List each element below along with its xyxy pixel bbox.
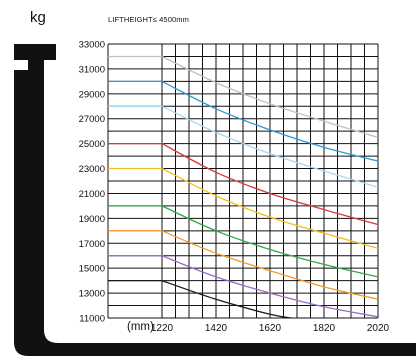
- load-curve: [108, 80, 379, 162]
- x-axis-unit: (mm): [127, 321, 154, 333]
- load-curve: [108, 105, 379, 188]
- y-tick-label: 29000: [79, 89, 105, 100]
- y-tick-label: 25000: [79, 139, 105, 150]
- y-tick-label: 13000: [79, 289, 105, 300]
- x-tick-label: 1820: [313, 323, 336, 334]
- load-curve: [108, 142, 379, 226]
- y-axis-unit: kg: [30, 9, 46, 26]
- y-tick-label: 33000: [79, 40, 105, 51]
- load-curves: [108, 55, 379, 319]
- load-curve: [108, 279, 292, 319]
- load-curve: [108, 230, 379, 300]
- y-tick-label: 21000: [79, 189, 105, 200]
- chart-grid: [107, 43, 379, 319]
- y-tick-label: 19000: [79, 214, 105, 225]
- x-tick-label: 1220: [151, 323, 174, 334]
- y-tick-label: 11000: [79, 314, 105, 325]
- y-tick-label: 27000: [79, 114, 105, 125]
- load-curve: [108, 167, 379, 249]
- fork-silhouette-icon: [14, 44, 416, 356]
- load-curve: [108, 55, 379, 139]
- load-curve: [108, 205, 379, 278]
- y-tick-label: 31000: [79, 64, 105, 75]
- y-tick-label: 15000: [79, 264, 105, 275]
- y-tick-label: 23000: [79, 164, 105, 175]
- load-curve: [108, 255, 379, 318]
- x-axis-ticks: 1220 1420 1620 1820 2020: [151, 323, 390, 334]
- chart-title: LIFTHEIGHT≤ 4500mm: [108, 15, 189, 24]
- x-tick-label: 1620: [259, 323, 282, 334]
- y-tick-label: 17000: [79, 239, 105, 250]
- x-tick-label: 1420: [205, 323, 228, 334]
- x-tick-label: 2020: [367, 323, 390, 334]
- y-axis-ticks: 11000 13000 15000 17000 19000 21000 23000 25000…: [79, 40, 105, 325]
